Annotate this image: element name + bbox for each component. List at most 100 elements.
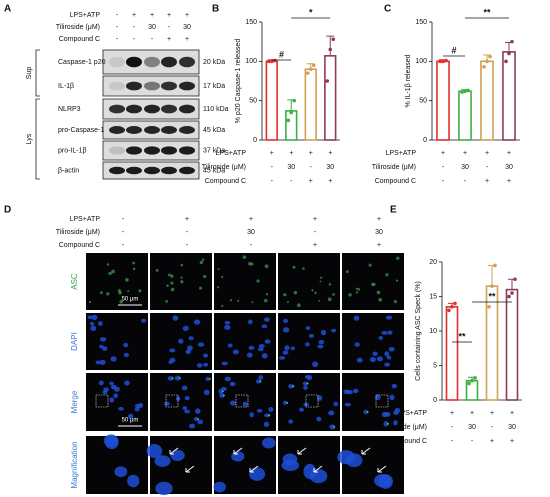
zoom-box bbox=[95, 394, 109, 408]
asc-signal bbox=[221, 304, 224, 307]
asc-signal bbox=[348, 293, 352, 297]
data-point bbox=[272, 58, 277, 63]
row-label: β-actin bbox=[58, 167, 79, 174]
condition-value: - bbox=[133, 36, 136, 43]
condition-value: + bbox=[167, 12, 171, 19]
blot-band bbox=[161, 56, 177, 68]
asc-signal bbox=[88, 300, 92, 304]
asc-signal bbox=[345, 270, 349, 274]
asc-signal bbox=[165, 300, 168, 303]
y-axis-label: % p20 Caspase-1 released bbox=[235, 39, 242, 124]
zoom-box bbox=[375, 394, 389, 408]
nucleus bbox=[203, 353, 208, 358]
nucleus bbox=[317, 344, 324, 349]
speck bbox=[286, 401, 289, 404]
condition-value: + bbox=[132, 12, 136, 19]
data-point bbox=[305, 71, 310, 75]
size-label: 110 kDa bbox=[203, 106, 229, 113]
data-point bbox=[504, 59, 508, 64]
nucleus bbox=[194, 319, 201, 325]
blot-band bbox=[144, 146, 160, 155]
condition-value: - bbox=[122, 216, 125, 223]
nucleus bbox=[262, 437, 276, 449]
micrograph bbox=[86, 313, 148, 370]
nucleus bbox=[316, 395, 323, 401]
asc-signal bbox=[264, 264, 269, 269]
bar bbox=[324, 55, 337, 141]
asc-signal bbox=[167, 273, 171, 277]
condition-value: - bbox=[186, 242, 189, 249]
condition-value: + bbox=[490, 438, 494, 445]
panel-label: E bbox=[390, 205, 397, 216]
bar bbox=[502, 51, 516, 141]
nucleus bbox=[391, 383, 397, 389]
row-label: Magnification bbox=[70, 441, 79, 488]
asc-signal bbox=[357, 287, 361, 291]
y-tick-label: 10 bbox=[429, 328, 437, 335]
asc-signal bbox=[256, 279, 260, 283]
significance-label: # bbox=[451, 45, 456, 55]
nucleus bbox=[384, 412, 391, 417]
blot-band bbox=[179, 81, 195, 91]
condition-value: + bbox=[270, 150, 274, 157]
nucleus bbox=[268, 406, 274, 412]
group-label: Sup bbox=[26, 67, 33, 80]
nucleus bbox=[232, 349, 240, 355]
size-label: 45 kDa bbox=[203, 167, 225, 174]
bar bbox=[436, 60, 450, 141]
condition-value: 30 bbox=[287, 164, 295, 171]
speck bbox=[292, 385, 295, 388]
condition-label: LPS+ATP bbox=[70, 216, 101, 223]
nucleus bbox=[95, 360, 101, 365]
condition-value: 30 bbox=[183, 24, 191, 31]
asc-signal bbox=[376, 290, 381, 295]
nucleus bbox=[242, 401, 248, 407]
asc-signal bbox=[237, 299, 240, 302]
asc-signal bbox=[396, 256, 400, 260]
nucleus bbox=[124, 380, 130, 386]
asc-signal bbox=[170, 287, 175, 292]
asc-signal bbox=[203, 274, 207, 279]
speck bbox=[223, 394, 225, 397]
asc-signal bbox=[221, 275, 224, 278]
asc-signal bbox=[314, 291, 317, 295]
speck bbox=[333, 426, 336, 428]
condition-value: 30 bbox=[247, 229, 255, 236]
speck bbox=[268, 414, 271, 417]
condition-value: - bbox=[271, 164, 274, 171]
condition-value: - bbox=[271, 178, 274, 185]
nucleus bbox=[320, 329, 327, 336]
condition-value: + bbox=[313, 216, 317, 223]
nucleus bbox=[283, 318, 289, 324]
condition-label: Tiliroside (μM) bbox=[202, 164, 246, 171]
blot-band bbox=[109, 126, 125, 134]
asc-signal bbox=[355, 291, 359, 294]
blot-band bbox=[109, 56, 125, 68]
nucleus bbox=[203, 389, 210, 396]
nucleus bbox=[356, 357, 363, 363]
panel-label: C bbox=[384, 4, 391, 15]
blot-band bbox=[126, 126, 142, 134]
condition-value: + bbox=[167, 36, 171, 43]
blot-band bbox=[126, 104, 142, 114]
y-tick-label: 0 bbox=[423, 137, 427, 144]
nucleus bbox=[127, 474, 140, 488]
asc-signal bbox=[180, 263, 184, 267]
data-point bbox=[447, 308, 451, 313]
condition-value: + bbox=[309, 150, 313, 157]
condition-value: + bbox=[185, 36, 189, 43]
bar bbox=[265, 60, 278, 141]
condition-value: + bbox=[485, 178, 489, 185]
blot-band bbox=[179, 146, 195, 155]
asc-signal bbox=[106, 263, 110, 266]
nucleus bbox=[331, 328, 337, 333]
bar bbox=[458, 90, 472, 141]
nucleus bbox=[97, 321, 103, 327]
data-point bbox=[438, 59, 442, 64]
asc-signal bbox=[318, 299, 321, 302]
nucleus bbox=[290, 346, 296, 351]
row-label: NLRP3 bbox=[58, 106, 81, 113]
micrograph bbox=[342, 253, 404, 310]
condition-value: - bbox=[116, 12, 119, 19]
size-label: 45 kDa bbox=[203, 127, 225, 134]
